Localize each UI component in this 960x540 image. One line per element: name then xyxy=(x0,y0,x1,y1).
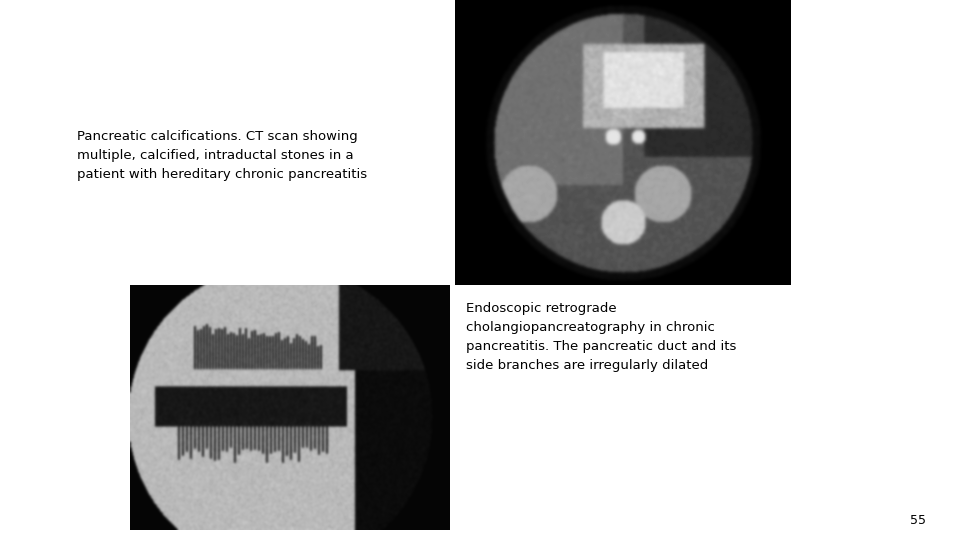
Text: Pancreatic calcifications. CT scan showing
multiple, calcified, intraductal ston: Pancreatic calcifications. CT scan showi… xyxy=(77,130,367,180)
Text: Endoscopic retrograde
cholangiopancreatography in chronic
pancreatitis. The panc: Endoscopic retrograde cholangiopancreato… xyxy=(466,302,736,373)
Text: 55: 55 xyxy=(910,514,926,526)
